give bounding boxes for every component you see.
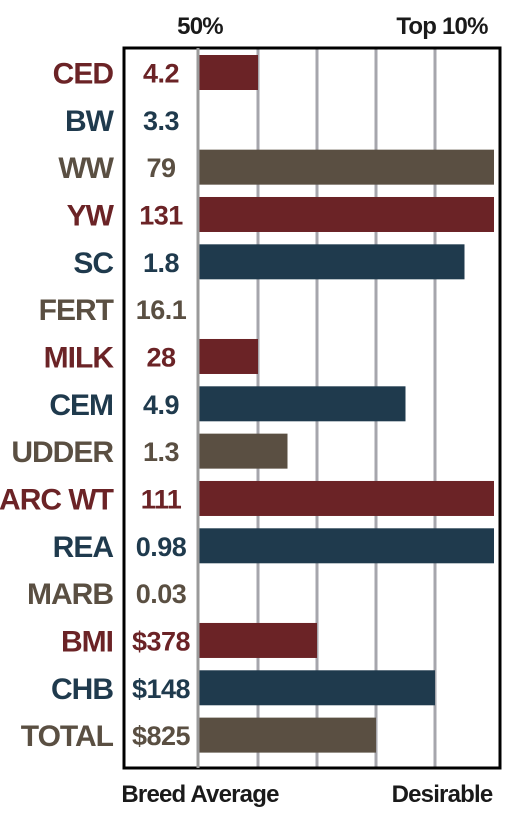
value-label-yw: 131 — [139, 200, 183, 230]
category-label-bw: BW — [65, 105, 115, 138]
category-label-total: TOTAL — [21, 720, 114, 753]
chart-frame — [122, 46, 502, 770]
category-label-marb: MARB — [27, 578, 113, 611]
value-label-carc-wt: 111 — [141, 484, 182, 514]
category-label-cem: CEM — [49, 389, 113, 422]
bar-rea — [199, 528, 494, 564]
category-label-milk: MILK — [44, 341, 115, 374]
bar-udder — [199, 433, 288, 469]
value-label-fert: 16.1 — [136, 295, 187, 325]
value-label-udder: 1.3 — [143, 437, 180, 467]
value-label-cem: 4.9 — [143, 390, 180, 420]
bar-yw — [199, 196, 494, 232]
value-label-bw: 3.3 — [143, 106, 180, 136]
category-label-fert: FERT — [39, 294, 114, 327]
category-label-udder: UDDER — [11, 436, 114, 469]
bottom-label-left: Breed Average — [121, 781, 279, 808]
bar-milk — [199, 338, 258, 374]
bar-carc-wt — [199, 480, 494, 516]
bar-layer — [199, 55, 494, 753]
value-label-bmi: $378 — [132, 626, 191, 656]
value-label-sc: 1.8 — [143, 248, 180, 278]
bar-ww — [199, 149, 494, 185]
category-label-ced: CED — [53, 58, 114, 91]
category-label-sc: SC — [73, 247, 113, 280]
bar-bmi — [199, 622, 317, 658]
value-label-total: $825 — [132, 721, 191, 751]
value-label-chb: $148 — [132, 674, 191, 704]
value-label-rea: 0.98 — [136, 532, 187, 562]
category-label-rea: REA — [53, 531, 114, 564]
category-label-bmi: BMI — [61, 625, 113, 658]
value-label-milk: 28 — [146, 342, 176, 372]
bottom-label-right: Desirable — [392, 781, 493, 808]
bar-chb — [199, 670, 435, 706]
bar-total — [199, 717, 376, 753]
category-label-carc-wt: CARC WT — [0, 483, 114, 516]
category-label-chb: CHB — [51, 673, 113, 706]
bar-sc — [199, 244, 465, 280]
value-label-marb: 0.03 — [136, 579, 187, 609]
value-label-ww: 79 — [146, 153, 176, 183]
top-label-right: Top 10% — [396, 13, 488, 40]
category-label-yw: YW — [67, 199, 115, 232]
value-label-ced: 4.2 — [143, 59, 179, 89]
text-layer: CED 4.2 BW 3.3 WW 79 YW 131 SC 1.8 FERT 16.1 MILK 28 C… — [0, 58, 191, 754]
category-label-ww: WW — [58, 152, 114, 185]
bar-cem — [199, 386, 406, 422]
top-label-left: 50% — [177, 13, 223, 40]
bar-ced — [199, 55, 258, 90]
